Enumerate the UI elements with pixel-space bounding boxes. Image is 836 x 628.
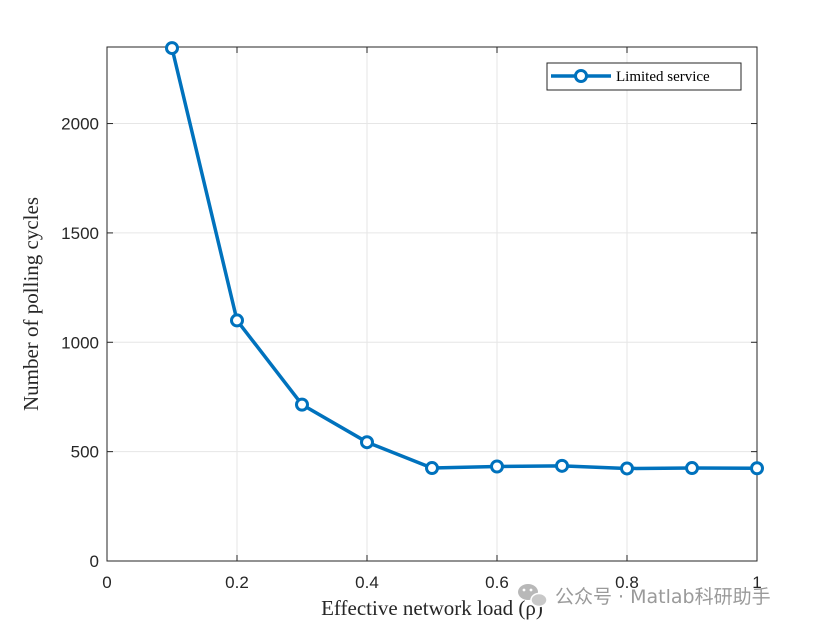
y-tick-label: 500	[71, 443, 99, 462]
data-point	[620, 461, 634, 476]
series-line	[170, 46, 759, 471]
data-point	[425, 461, 439, 476]
data-point	[750, 461, 764, 476]
x-tick-label: 0.2	[225, 573, 249, 592]
legend-marker-swatch	[574, 69, 588, 83]
data-point	[230, 313, 244, 328]
wechat-icon	[518, 584, 548, 608]
y-axis-title: Number of polling cycles	[19, 197, 43, 411]
data-point	[295, 397, 309, 412]
watermark: 公众号 · Matlab科研助手	[518, 584, 771, 608]
x-tick-label: 0.4	[355, 573, 379, 592]
y-tick-label: 1500	[61, 224, 99, 243]
y-tick-label: 0	[90, 552, 99, 571]
axes: 0 0.2 0.4 0.6 0.8 1 0 500 1000 1500 2000	[61, 46, 762, 592]
watermark-text: 公众号 · Matlab科研助手	[555, 586, 771, 608]
x-axis-title: Effective network load (ρ)	[321, 596, 543, 620]
series-layer	[165, 41, 764, 476]
x-tick-label: 0.6	[485, 573, 509, 592]
data-point	[490, 459, 504, 474]
axes-box	[106, 46, 758, 562]
x-tick-label: 0	[102, 573, 111, 592]
legend-label: Limited service	[616, 69, 710, 85]
data-point	[360, 435, 374, 450]
data-point	[555, 458, 569, 473]
data-point	[685, 461, 699, 476]
legend: Limited service	[546, 62, 742, 91]
x-tick-label: 1	[752, 573, 761, 592]
y-tick-label: 2000	[61, 115, 99, 134]
x-tick-label: 0.8	[615, 573, 639, 592]
grid	[106, 47, 758, 562]
data-point	[165, 41, 179, 56]
y-tick-label: 1000	[61, 333, 99, 352]
